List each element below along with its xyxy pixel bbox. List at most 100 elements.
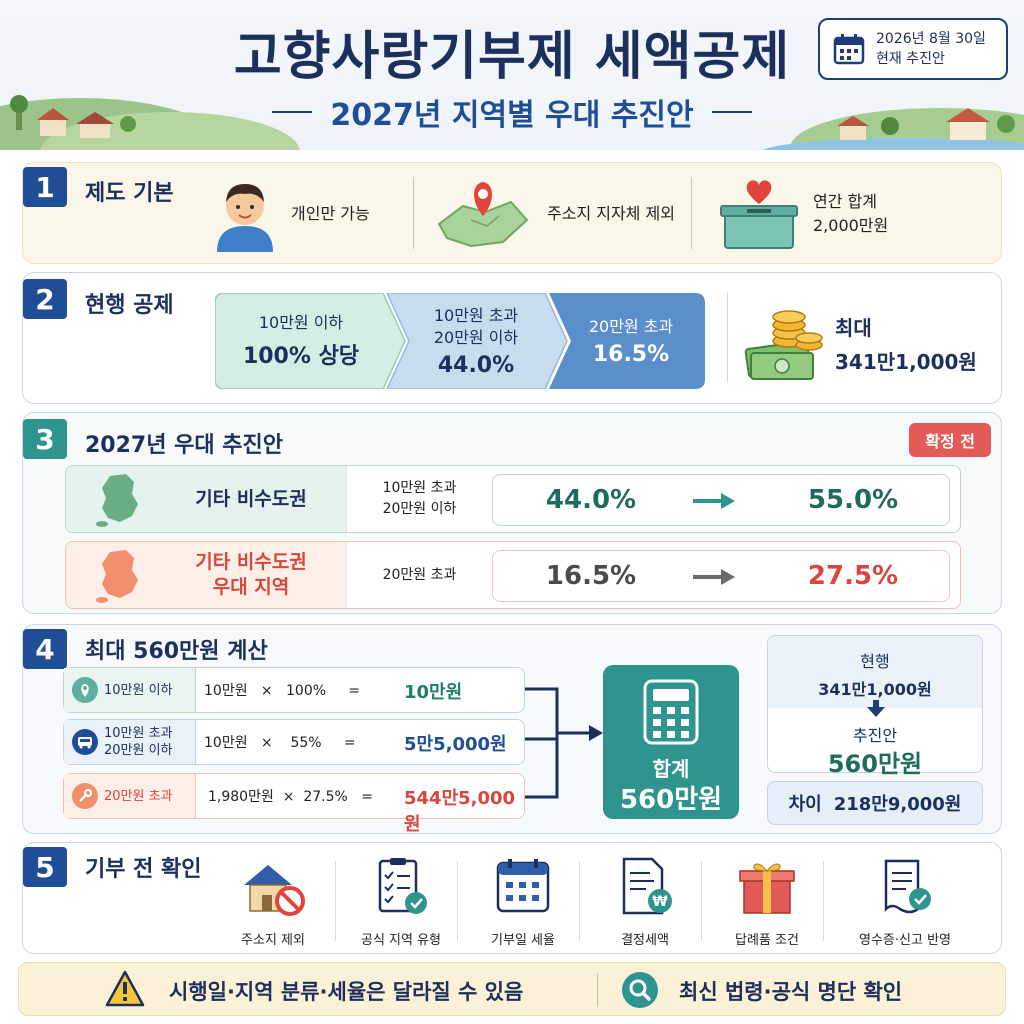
divider — [413, 177, 414, 249]
section-title: 2027년 우대 추진안 — [85, 433, 283, 458]
check-item-tax-amount: ₩ 결정세액 — [585, 857, 705, 949]
section-number: 3 — [23, 419, 67, 459]
checklist-icon — [378, 858, 427, 914]
calculator-icon — [643, 679, 699, 745]
header-banner: 고향사랑기부제 세액공제 2027년 지역별 우대 추진안 2026년 8월 3… — [0, 0, 1024, 150]
tier-rate: 44.0% — [437, 352, 515, 378]
rate-change-box: 16.5% 27.5% — [492, 550, 950, 602]
warning-text: 시행일·지역 분류·세율은 달라질 수 있음 — [169, 980, 524, 1004]
check-item-address: 주소지 제외 — [213, 857, 333, 949]
section-number: 2 — [23, 279, 67, 319]
check-label: 영수증·신고 반영 — [859, 933, 951, 948]
tier-range: 10만원 초과 — [433, 305, 519, 325]
check-item-tax-rate-date: 기부일 세율 — [463, 857, 583, 949]
date-line: 2026년 8월 30일 — [876, 31, 986, 47]
connector-lines — [525, 687, 603, 799]
basic-item-individual: 개인만 가능 — [213, 171, 370, 257]
person-icon — [217, 184, 273, 252]
tier-rate: 16.5% — [592, 341, 670, 367]
calc-label: 10만원 초과 20만원 이하 — [64, 720, 196, 764]
proposal-row-preferred: 기타 비수도권 우대 지역 20만원 초과 16.5% 27.5% — [65, 541, 961, 609]
calc-result: 544만5,000원 — [404, 788, 516, 835]
calc-expression: 10만원 × 100% = — [204, 683, 361, 699]
rate-to: 27.5% — [807, 561, 899, 591]
calc-label-text: 20만원 이하 — [104, 743, 173, 758]
check-label: 답례품 조건 — [735, 933, 799, 948]
check-source-text: 최신 법령·공식 명단 확인 — [679, 980, 903, 1004]
warning-icon — [105, 970, 145, 1007]
proposed-label: 추진안 — [852, 726, 898, 745]
tier-range: 20만원 이하 — [433, 327, 519, 347]
divider — [579, 861, 580, 941]
gift-icon — [739, 863, 795, 914]
tier-rate: 100% 상당 — [242, 344, 360, 369]
range-line: 10만원 초과 — [382, 480, 457, 496]
svg-text:₩: ₩ — [652, 894, 668, 910]
calendar-icon — [833, 34, 865, 65]
calc-row-tier3: 20만원 초과 1,980만원 × 27.5% = 544만5,000원 — [63, 773, 525, 835]
house-prohibited-icon — [244, 865, 305, 916]
total-label: 합계 — [652, 757, 690, 781]
calc-label-text: 20만원 초과 — [104, 788, 173, 804]
divider — [701, 861, 702, 941]
check-item-region-type: 공식 지역 유형 — [341, 857, 461, 949]
section-title: 기부 전 확인 — [85, 857, 202, 882]
section-current-deduction: 2 현행 공제 10만원 이하 100% 상당 10만원 초과 20만원 이하 … — [22, 272, 1002, 404]
divider — [335, 861, 336, 941]
total-box: 합계 560만원 — [603, 665, 739, 819]
annual-limit-value: 2,000만원 — [813, 216, 889, 235]
section-number: 1 — [23, 167, 67, 207]
divider — [272, 111, 313, 113]
tier-100k-200k: 10만원 초과 20만원 이하 44.0% — [401, 293, 551, 389]
korea-map-icon — [96, 474, 138, 527]
status-badge: 확정 전 — [909, 423, 991, 457]
calc-result: 5만5,000원 — [404, 734, 507, 755]
range-cell: 10만원 초과 20만원 이하 — [346, 466, 492, 532]
current-label: 현행 — [860, 652, 890, 671]
range-line: 20만원 이하 — [382, 501, 457, 517]
range-line: 20만원 초과 — [382, 566, 457, 583]
difference-label: 차이 — [788, 794, 822, 815]
footer-notice: 시행일·지역 분류·세율은 달라질 수 있음 최신 법령·공식 명단 확인 — [18, 962, 1006, 1016]
donation-box-icon — [720, 180, 798, 249]
calc-result: 10만원 — [404, 682, 463, 703]
rate-from: 44.0% — [545, 485, 637, 515]
pin-icon — [72, 677, 98, 703]
range-cell: 20만원 초과 — [346, 542, 492, 608]
basic-item-exclusion: 주소지 지자체 제외 — [433, 171, 675, 257]
proposed-value: 560만원 — [827, 750, 923, 778]
section-2027-proposal: 3 2027년 우대 추진안 확정 전 기타 비수도권 10만원 초과 20만원… — [22, 412, 1002, 614]
divider — [597, 973, 598, 1007]
region-cell: 기타 비수도권 우대 지역 — [66, 542, 346, 608]
calc-row-tier1: 10만원 이하 10만원 × 100% = 10만원 — [63, 667, 525, 713]
region-name: 기타 비수도권 — [195, 488, 307, 510]
receipt-check-icon — [884, 859, 931, 914]
basic-item-label: 개인만 가능 — [291, 204, 370, 223]
section-number: 4 — [23, 629, 67, 669]
divider — [457, 861, 458, 941]
difference-box: 차이 218만9,000원 — [767, 781, 983, 825]
calc-expression: 1,980만원 × 27.5% = — [208, 789, 373, 805]
total-value: 560만원 — [619, 785, 723, 815]
current-value: 341만1,000원 — [818, 680, 932, 699]
divider — [691, 177, 692, 249]
basic-item-annual-limit: 연간 합계 2,000만원 — [719, 171, 888, 257]
river-decoration — [760, 138, 1024, 150]
check-label: 결정세액 — [621, 933, 669, 948]
map-pin-icon — [437, 182, 529, 248]
tier-over-200k: 20만원 초과 16.5% — [561, 293, 701, 389]
region-cell: 기타 비수도권 — [66, 466, 346, 532]
check-label: 공식 지역 유형 — [360, 933, 442, 948]
section-title: 최대 560만원 계산 — [85, 639, 268, 664]
korea-map-icon — [96, 550, 138, 603]
region-name: 기타 비수도권 우대 지역 — [156, 550, 346, 600]
tier-under-100k: 10만원 이하 100% 상당 — [215, 293, 387, 389]
max-deduction: 최대 341만1,000원 — [835, 311, 977, 379]
check-label: 주소지 제외 — [241, 933, 305, 948]
max-label: 최대 — [835, 316, 872, 340]
tier-range: 20만원 초과 — [588, 316, 674, 336]
calc-row-tier2: 10만원 초과 20만원 이하 10만원 × 55% = 5만5,000원 — [63, 719, 525, 765]
section-max-calculation: 4 최대 560만원 계산 10만원 이하 10만원 × 100% = 10만원… — [22, 624, 1002, 835]
comparison-box: 현행 341만1,000원 추진안 560만원 — [767, 635, 983, 778]
calc-label: 20만원 초과 — [64, 774, 196, 818]
